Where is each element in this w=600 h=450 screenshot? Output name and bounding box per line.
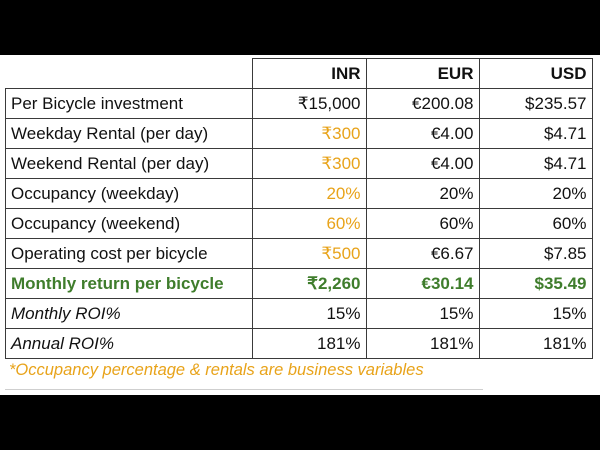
cell-usd: 181% [478, 328, 593, 359]
row-weekday-rental: Weekday Rental (per day) ₹300 €4.00 $4.7… [5, 118, 593, 149]
cell-eur: €4.00 [365, 148, 480, 179]
cell-inr: 15% [251, 298, 367, 329]
cell-inr-variable: ₹300 [251, 148, 367, 179]
cell-eur: 60% [365, 208, 480, 239]
row-label: Occupancy (weekend) [5, 208, 253, 239]
cell-usd: $7.85 [478, 238, 593, 269]
roi-table: INR EUR USD Per Bicycle investment ₹15,0… [5, 58, 593, 359]
row-operating-cost: Operating cost per bicycle ₹500 €6.67 $7… [5, 238, 593, 269]
row-monthly-return: Monthly return per bicycle ₹2,260 €30.14… [5, 268, 593, 299]
row-label: Per Bicycle investment [5, 88, 253, 119]
row-annual-roi: Annual ROI% 181% 181% 181% [5, 328, 593, 359]
header-inr: INR [251, 58, 367, 89]
row-label-highlight: Monthly return per bicycle [5, 268, 253, 299]
row-label: Weekend Rental (per day) [5, 148, 253, 179]
header-corner-cell [5, 58, 253, 89]
cell-inr-variable: ₹300 [251, 118, 367, 149]
cell-eur: €4.00 [365, 118, 480, 149]
spreadsheet-area: INR EUR USD Per Bicycle investment ₹15,0… [0, 55, 600, 395]
footnote: *Occupancy percentage & rentals are busi… [9, 361, 424, 379]
cell-inr-highlight: ₹2,260 [251, 268, 367, 299]
cell-inr-variable: 20% [251, 178, 367, 209]
header-usd: USD [478, 58, 593, 89]
table-header-row: INR EUR USD [5, 58, 593, 89]
row-occupancy-weekend: Occupancy (weekend) 60% 60% 60% [5, 208, 593, 239]
row-occupancy-weekday: Occupancy (weekday) 20% 20% 20% [5, 178, 593, 209]
cell-usd: $4.71 [478, 148, 593, 179]
row-label: Monthly ROI% [5, 298, 253, 329]
row-label: Annual ROI% [5, 328, 253, 359]
row-label: Weekday Rental (per day) [5, 118, 253, 149]
cell-usd: $235.57 [478, 88, 593, 119]
cell-inr-variable: 60% [251, 208, 367, 239]
row-label: Operating cost per bicycle [5, 238, 253, 269]
cell-usd: 20% [478, 178, 593, 209]
cell-usd: 60% [478, 208, 593, 239]
cell-inr: 181% [251, 328, 367, 359]
cell-usd-highlight: $35.49 [478, 268, 593, 299]
row-per-bicycle-investment: Per Bicycle investment ₹15,000 €200.08 $… [5, 88, 593, 119]
cell-eur: 20% [365, 178, 480, 209]
row-monthly-roi: Monthly ROI% 15% 15% 15% [5, 298, 593, 329]
row-weekend-rental: Weekend Rental (per day) ₹300 €4.00 $4.7… [5, 148, 593, 179]
cell-usd: 15% [478, 298, 593, 329]
cell-eur: €6.67 [365, 238, 480, 269]
cell-inr: ₹15,000 [251, 88, 367, 119]
cell-eur: €200.08 [365, 88, 480, 119]
footnote-divider [5, 389, 483, 390]
cell-eur-highlight: €30.14 [365, 268, 480, 299]
cell-usd: $4.71 [478, 118, 593, 149]
cell-eur: 15% [365, 298, 480, 329]
row-label: Occupancy (weekday) [5, 178, 253, 209]
cell-eur: 181% [365, 328, 480, 359]
header-eur: EUR [365, 58, 480, 89]
cell-inr-variable: ₹500 [251, 238, 367, 269]
